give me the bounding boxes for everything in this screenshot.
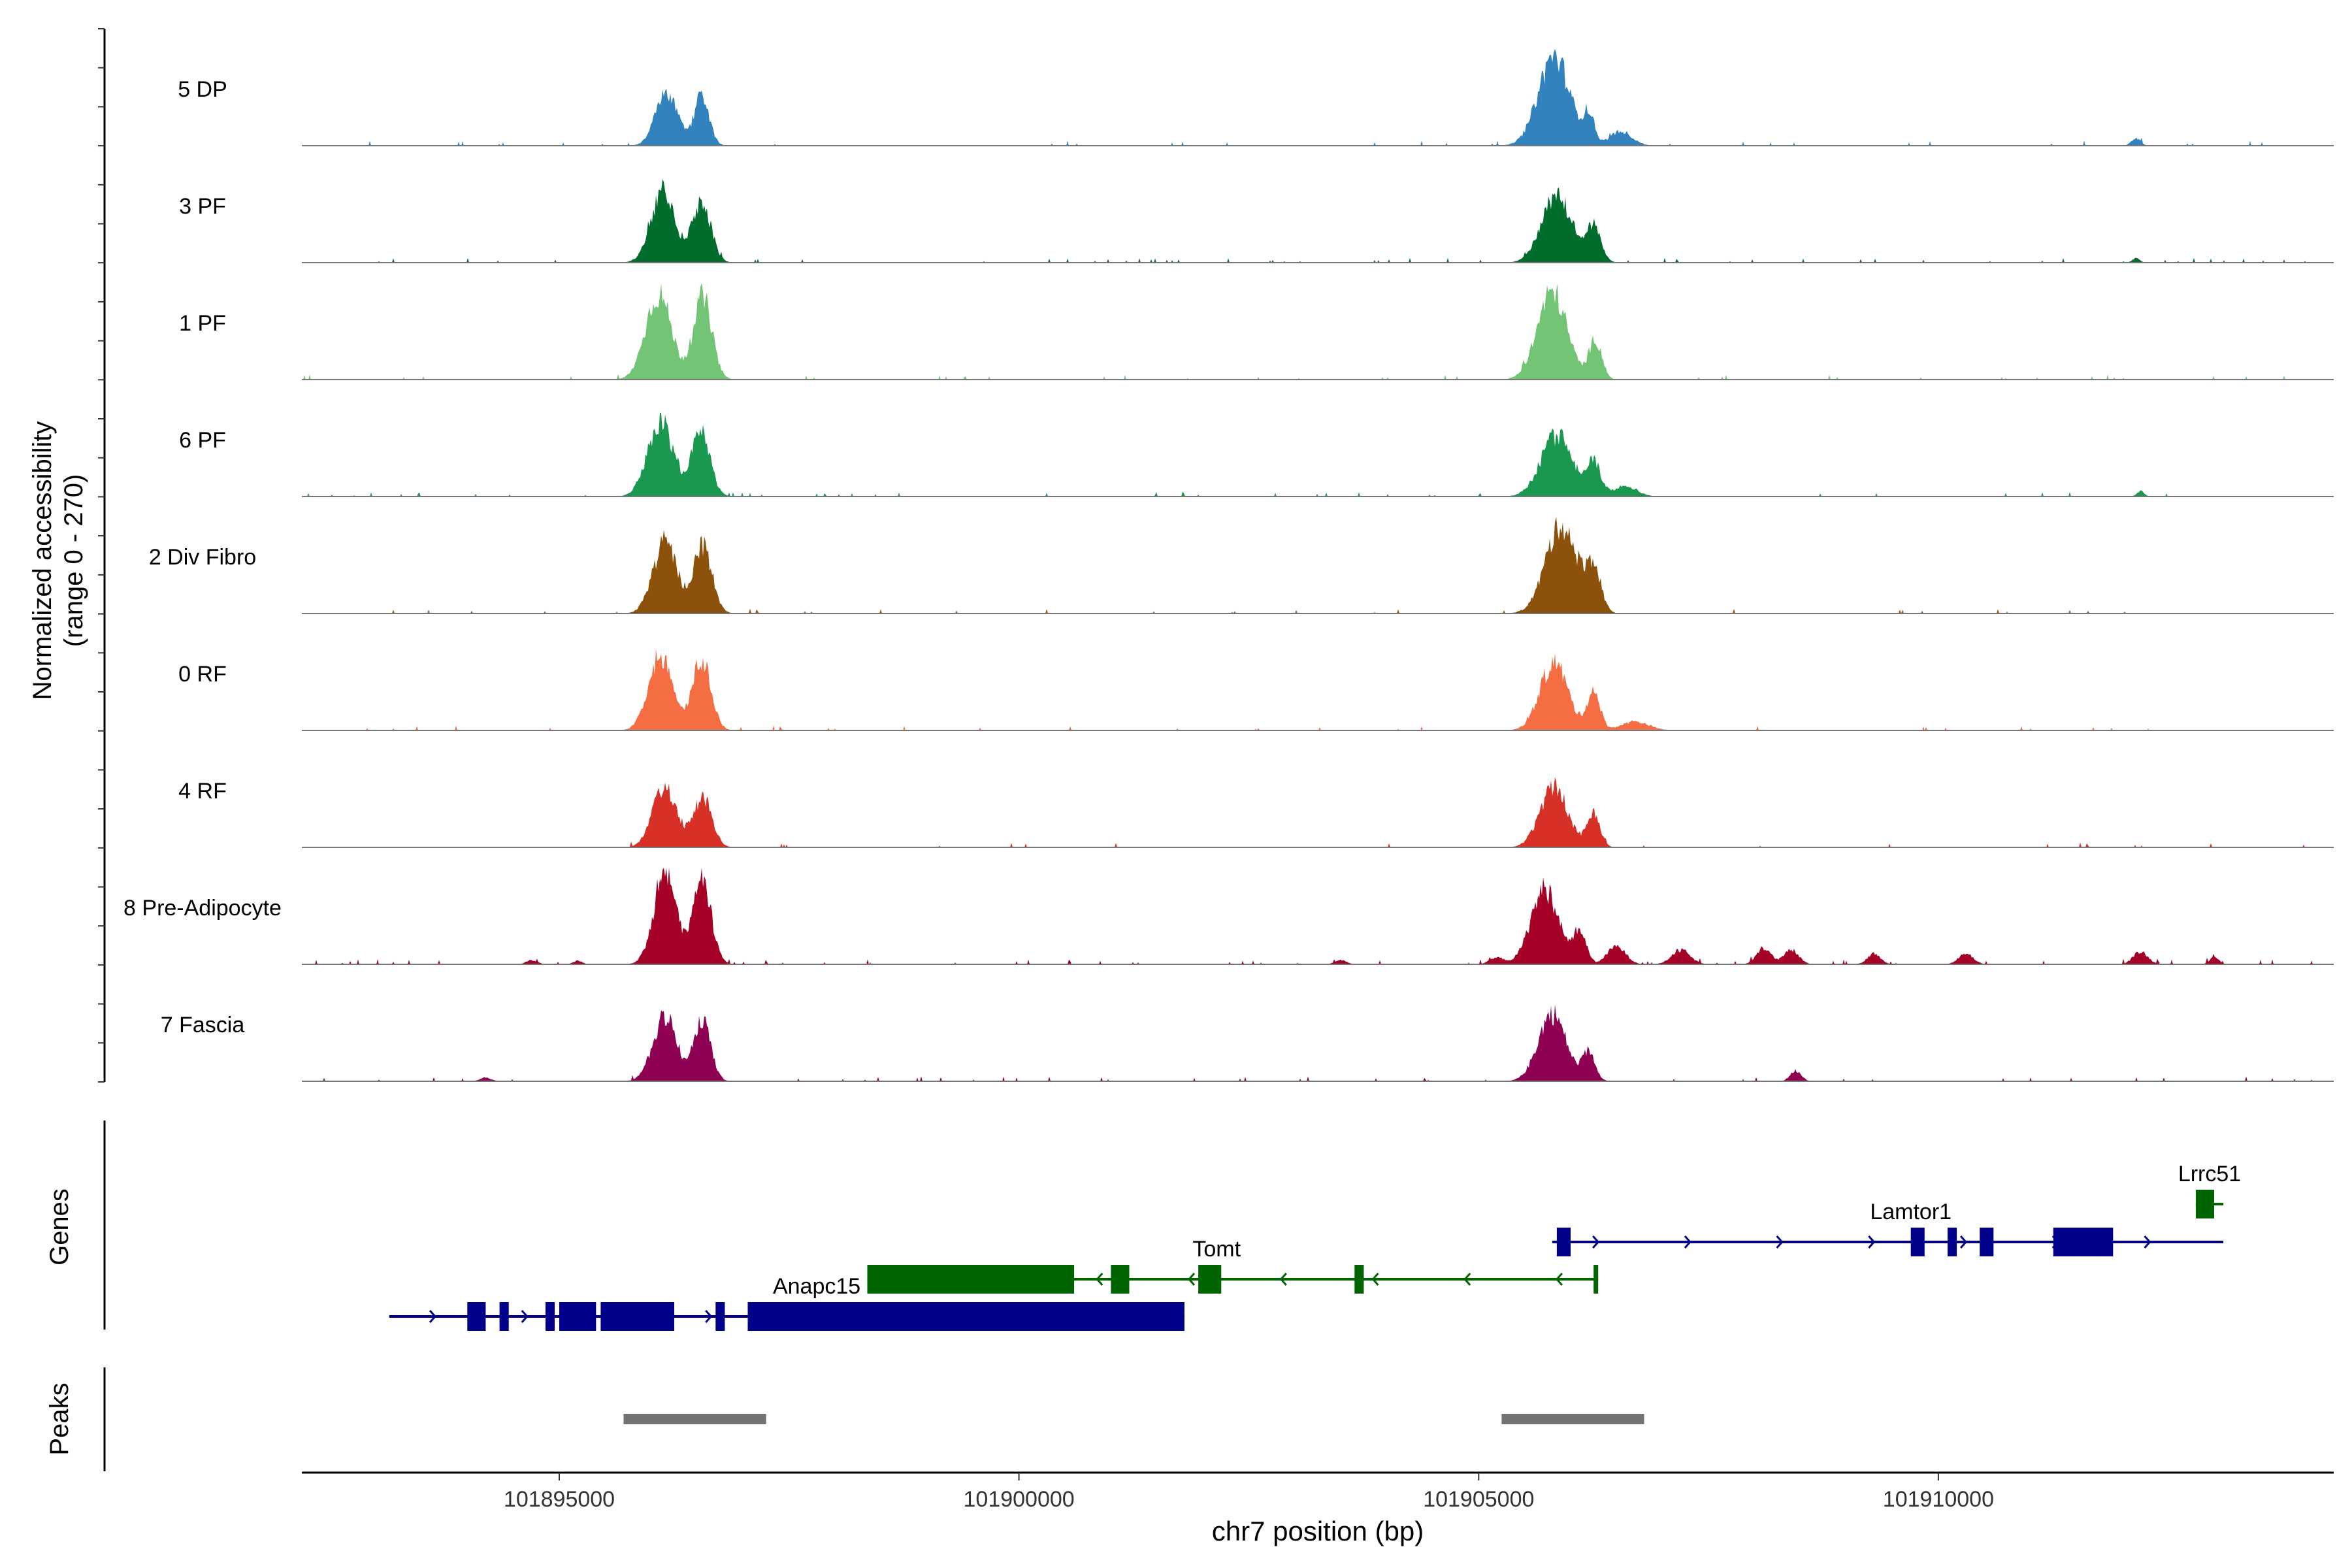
gene-exon (545, 1302, 555, 1331)
gene-lrrc51: Lrrc51 (2178, 1162, 2241, 1218)
y-axis-title: Normalized accessibility (range 0 - 270) (28, 421, 88, 700)
x-axis: chr7 position (bp) 101895000 101900000 101… (302, 1471, 2334, 1546)
gene-label: Tomt (1192, 1237, 1241, 1262)
gene-tomt: Tomt (867, 1237, 1599, 1294)
genes-panel-label: Genes (45, 1188, 74, 1266)
gene-exon (715, 1302, 725, 1331)
strand-arrow (705, 1310, 713, 1323)
track-3: 1 PF (179, 283, 2334, 380)
coverage-area (302, 49, 2334, 146)
coverage-area (302, 283, 2334, 380)
coverage-area (302, 777, 2334, 847)
track-label: 7 Fascia (161, 1013, 245, 1037)
coverage-tracks: 5 DP 3 PF 1 PF 6 PF 2 Div Fibro 0 RF 4 RF 8 Pre… (123, 49, 2334, 1082)
peaks-panel: Peaks (45, 1367, 1644, 1471)
strand-arrow (1187, 1273, 1196, 1286)
gene-exon (867, 1265, 1075, 1294)
gene-exon (600, 1302, 674, 1331)
gene-anapc15: Anapc15 (389, 1274, 1184, 1331)
gene-label: Lamtor1 (1870, 1200, 1952, 1224)
coverage-y-axis (98, 28, 106, 1083)
gene-exon (1980, 1228, 1994, 1256)
strand-arrow (1868, 1235, 1876, 1249)
gene-exon (499, 1302, 509, 1331)
gene-exon (1111, 1265, 1130, 1294)
y-axis-title-line1: Normalized accessibility (28, 421, 57, 700)
x-axis-tick-label: 101910000 (1883, 1487, 1994, 1512)
x-axis-tick-label: 101895000 (504, 1487, 615, 1512)
peak-region (623, 1414, 766, 1424)
track-label: 4 RF (178, 779, 227, 804)
strand-arrow (1279, 1273, 1287, 1286)
genes-panel: Genes Anapc15 Tomt Lamtor1 Lrrc51 (45, 1120, 2241, 1331)
track-6: 0 RF (178, 649, 2334, 731)
gene-exon (1198, 1265, 1222, 1294)
y-axis-title-line2: (range 0 - 270) (59, 474, 88, 647)
coverage-area (302, 649, 2334, 730)
track-8: 8 Pre-Adipocyte (123, 868, 2334, 965)
gene-exon (1910, 1228, 1925, 1256)
track-9: 7 Fascia (161, 1004, 2334, 1082)
x-axis-tick-label: 101900000 (964, 1487, 1075, 1512)
track-5: 2 Div Fibro (149, 517, 2334, 614)
strand-arrow (1776, 1235, 1784, 1249)
gene-lamtor1: Lamtor1 (1552, 1200, 2224, 1256)
coverage-area (302, 1004, 2334, 1081)
strand-arrow (521, 1310, 529, 1323)
strand-arrow (1096, 1273, 1103, 1286)
gene-label: Anapc15 (773, 1274, 860, 1299)
gene-exon (2195, 1190, 2214, 1218)
x-axis-tick-label: 101905000 (1423, 1487, 1534, 1512)
track-label: 6 PF (179, 428, 226, 453)
track-7: 4 RF (178, 777, 2334, 848)
coverage-area (302, 517, 2334, 613)
track-4: 6 PF (179, 412, 2334, 497)
peaks-panel-label: Peaks (45, 1382, 74, 1455)
coverage-area (302, 412, 2334, 497)
gene-exon (559, 1302, 596, 1331)
strand-arrow (1463, 1273, 1471, 1286)
coverage-area (302, 179, 2334, 263)
track-1: 5 DP (178, 49, 2334, 146)
track-2: 3 PF (179, 179, 2334, 263)
strand-arrow (1592, 1235, 1600, 1249)
strand-arrow (429, 1310, 437, 1323)
gene-exon (1556, 1228, 1571, 1256)
x-axis-title: chr7 position (bp) (1212, 1516, 1424, 1546)
gene-label: Lrrc51 (2178, 1162, 2241, 1186)
coverage-area (302, 868, 2334, 964)
track-label: 3 PF (179, 194, 226, 219)
track-label: 1 PF (179, 311, 226, 336)
gene-exon (1593, 1265, 1599, 1294)
strand-arrow (2144, 1235, 2151, 1249)
strand-arrow (1555, 1273, 1563, 1286)
strand-arrow (1371, 1273, 1379, 1286)
gene-exon (747, 1302, 1184, 1331)
gene-exon (2053, 1228, 2114, 1256)
strand-arrow (1959, 1235, 1968, 1249)
gene-exon (467, 1302, 486, 1331)
track-label: 2 Div Fibro (149, 545, 256, 570)
gene-exon (1948, 1228, 1957, 1256)
track-label: 8 Pre-Adipocyte (123, 896, 282, 921)
gene-exon (1354, 1265, 1364, 1294)
track-label: 0 RF (178, 662, 227, 687)
strand-arrow (1684, 1235, 1691, 1249)
track-label: 5 DP (178, 77, 227, 102)
peak-region (1501, 1414, 1644, 1424)
